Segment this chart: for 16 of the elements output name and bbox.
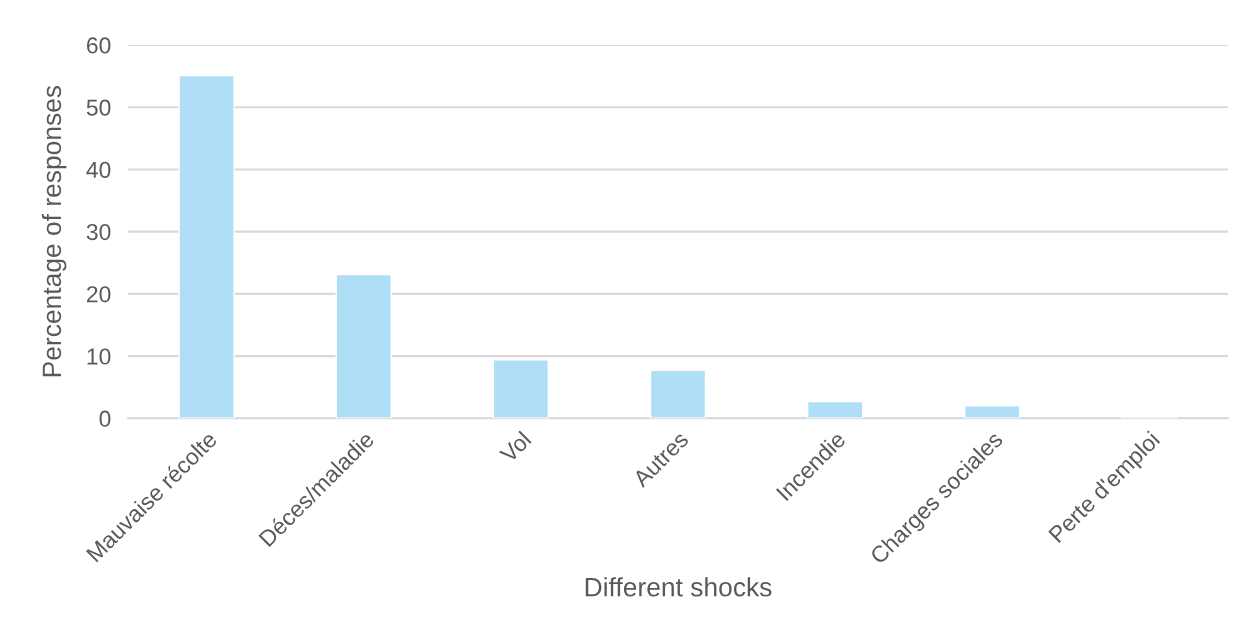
bar [964, 405, 1021, 419]
y-tick-label: 10 [87, 348, 111, 365]
y-tick-label: 20 [87, 286, 111, 303]
x-tick-label: Vol [498, 430, 532, 464]
bar [806, 400, 864, 419]
bar [492, 359, 550, 419]
y-tick-label: 60 [87, 37, 111, 54]
x-axis-title: Different shocks [585, 577, 772, 597]
bar [649, 369, 707, 419]
bar [178, 74, 235, 419]
y-tick-label: 0 [99, 410, 111, 427]
y-tick-label: 30 [86, 223, 111, 241]
bar [335, 273, 392, 419]
y-tick-label: 40 [86, 161, 111, 178]
y-tick-label: 50 [86, 99, 111, 116]
y-axis-title: Percentage of responses [41, 85, 67, 377]
